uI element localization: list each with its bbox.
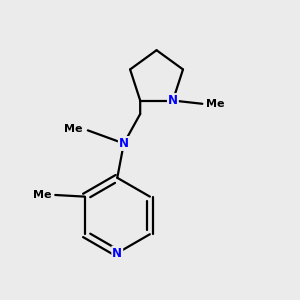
Text: N: N (112, 247, 122, 260)
Text: N: N (168, 94, 178, 107)
Text: N: N (119, 137, 129, 150)
Text: Me: Me (64, 124, 83, 134)
Text: Me: Me (206, 99, 224, 109)
Text: Me: Me (34, 190, 52, 200)
